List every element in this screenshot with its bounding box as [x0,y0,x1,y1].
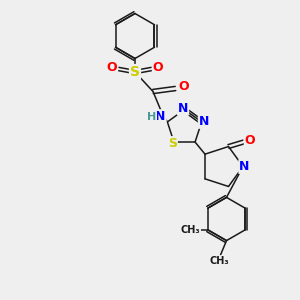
Text: CH₃: CH₃ [209,256,229,266]
Text: O: O [106,61,117,74]
Text: N: N [199,115,209,128]
Text: S: S [168,137,177,150]
Text: S: S [130,65,140,79]
Text: O: O [245,134,255,147]
Text: CH₃: CH₃ [181,225,200,235]
Text: O: O [153,61,164,74]
Text: H: H [147,112,156,122]
Text: O: O [178,80,189,93]
Text: N: N [155,110,166,123]
Text: N: N [178,101,188,115]
Text: N: N [239,160,250,173]
